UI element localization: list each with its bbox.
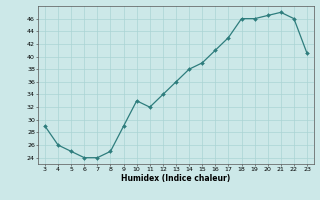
X-axis label: Humidex (Indice chaleur): Humidex (Indice chaleur) xyxy=(121,174,231,183)
